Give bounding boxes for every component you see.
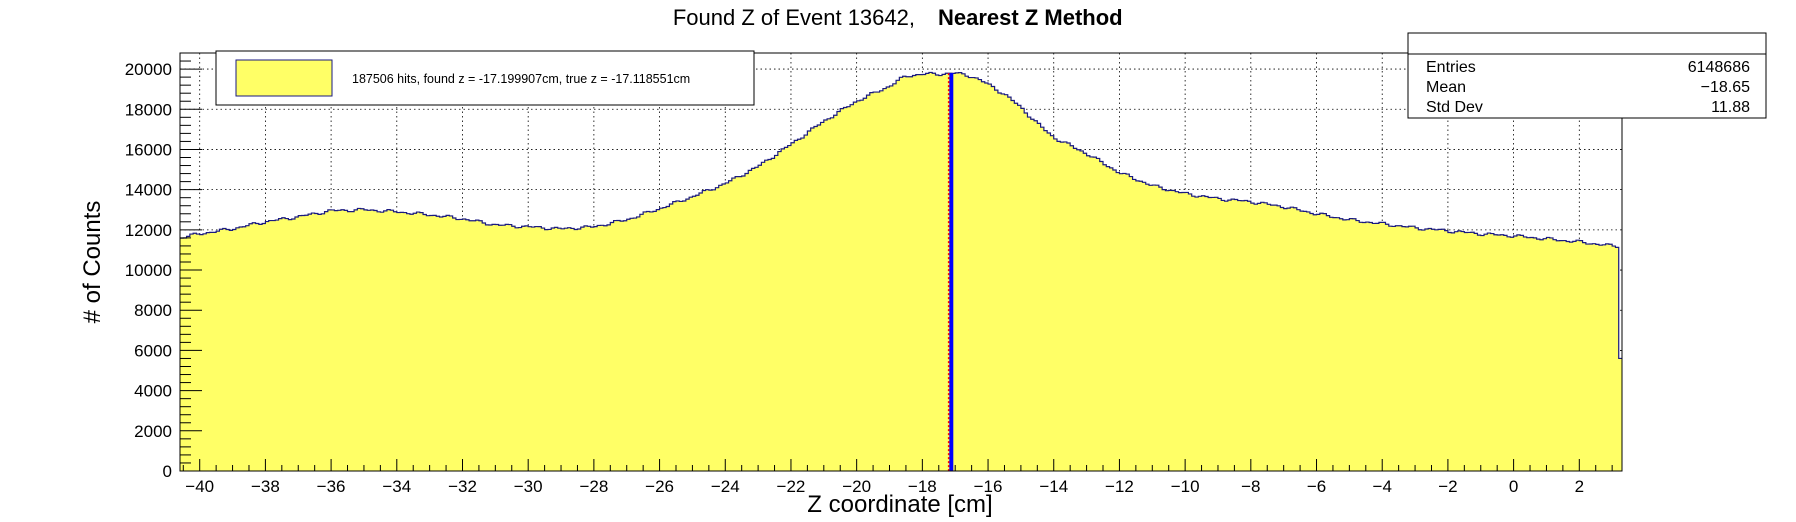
x-tick-label: −18: [908, 477, 937, 496]
x-tick-label: −40: [185, 477, 214, 496]
x-tick-label: −24: [711, 477, 740, 496]
histogram-outline: [180, 71, 1622, 360]
y-tick-label: 12000: [125, 221, 172, 240]
histogram-fill: [180, 72, 1622, 472]
x-tick-label: −30: [514, 477, 543, 496]
x-tick-label: −8: [1241, 477, 1260, 496]
x-tick-label: −26: [645, 477, 674, 496]
chart-title-method: Nearest Z Method: [938, 5, 1123, 30]
y-tick-label: 20000: [125, 60, 172, 79]
legend: 187506 hits, found z = -17.199907cm, tru…: [215, 50, 755, 106]
x-tick-label: −28: [579, 477, 608, 496]
stats-box: Entries 6148686 Mean −18.65 Std Dev 11.8…: [1407, 32, 1767, 119]
axes: −40 −38 −36 −34 −32 −30 −28 −26 −24 −22 −20 −18 −16−…: [125, 60, 1613, 496]
stats-stddev-value: 11.88: [1711, 99, 1750, 116]
x-tick-label: −22: [777, 477, 806, 496]
x-axis-title: Z coordinate [cm]: [807, 491, 992, 518]
x-tick-label: −32: [448, 477, 477, 496]
x-tick-label: −34: [382, 477, 411, 496]
y-tick-label: 14000: [125, 181, 172, 200]
x-tick-label: −20: [842, 477, 871, 496]
x-tick-label: −6: [1307, 477, 1326, 496]
chart-title: Found Z of Event 13642,: [673, 5, 915, 30]
y-tick-label: 6000: [134, 341, 172, 360]
stats-mean-value: −18.65: [1701, 79, 1750, 96]
x-tick-label: −4: [1373, 477, 1392, 496]
stats-stddev-label: Std Dev: [1426, 99, 1483, 116]
y-axis-title: # of Counts: [79, 201, 106, 324]
legend-entry: 187506 hits, found z = -17.199907cm, tru…: [352, 72, 690, 86]
x-tick-label: 0: [1509, 477, 1518, 496]
x-tick-label: −2: [1438, 477, 1457, 496]
x-tick-label: −12: [1105, 477, 1134, 496]
x-tick-label: −14: [1039, 477, 1068, 496]
y-tick-label: 10000: [125, 261, 172, 280]
y-tick-label: 16000: [125, 140, 172, 159]
z-markers: [947, 73, 954, 471]
y-tick-label: 0: [163, 462, 172, 481]
x-tick-label: −16: [974, 477, 1003, 496]
x-tick-label: 2: [1575, 477, 1584, 496]
stats-entries-label: Entries: [1426, 59, 1476, 76]
y-tick-label: 8000: [134, 301, 172, 320]
y-tick-label: 4000: [134, 382, 172, 401]
stats-mean-label: Mean: [1426, 79, 1466, 96]
y-tick-label: 18000: [125, 100, 172, 119]
y-tick-label: 2000: [134, 422, 172, 441]
x-tick-label: −36: [317, 477, 346, 496]
histogram-bars: [180, 71, 1622, 472]
stats-entries-value: 6148686: [1688, 59, 1750, 76]
legend-swatch: [235, 59, 333, 97]
x-tick-label: −38: [251, 477, 280, 496]
x-tick-label: −10: [1171, 477, 1200, 496]
stats-frame: [1407, 32, 1767, 119]
